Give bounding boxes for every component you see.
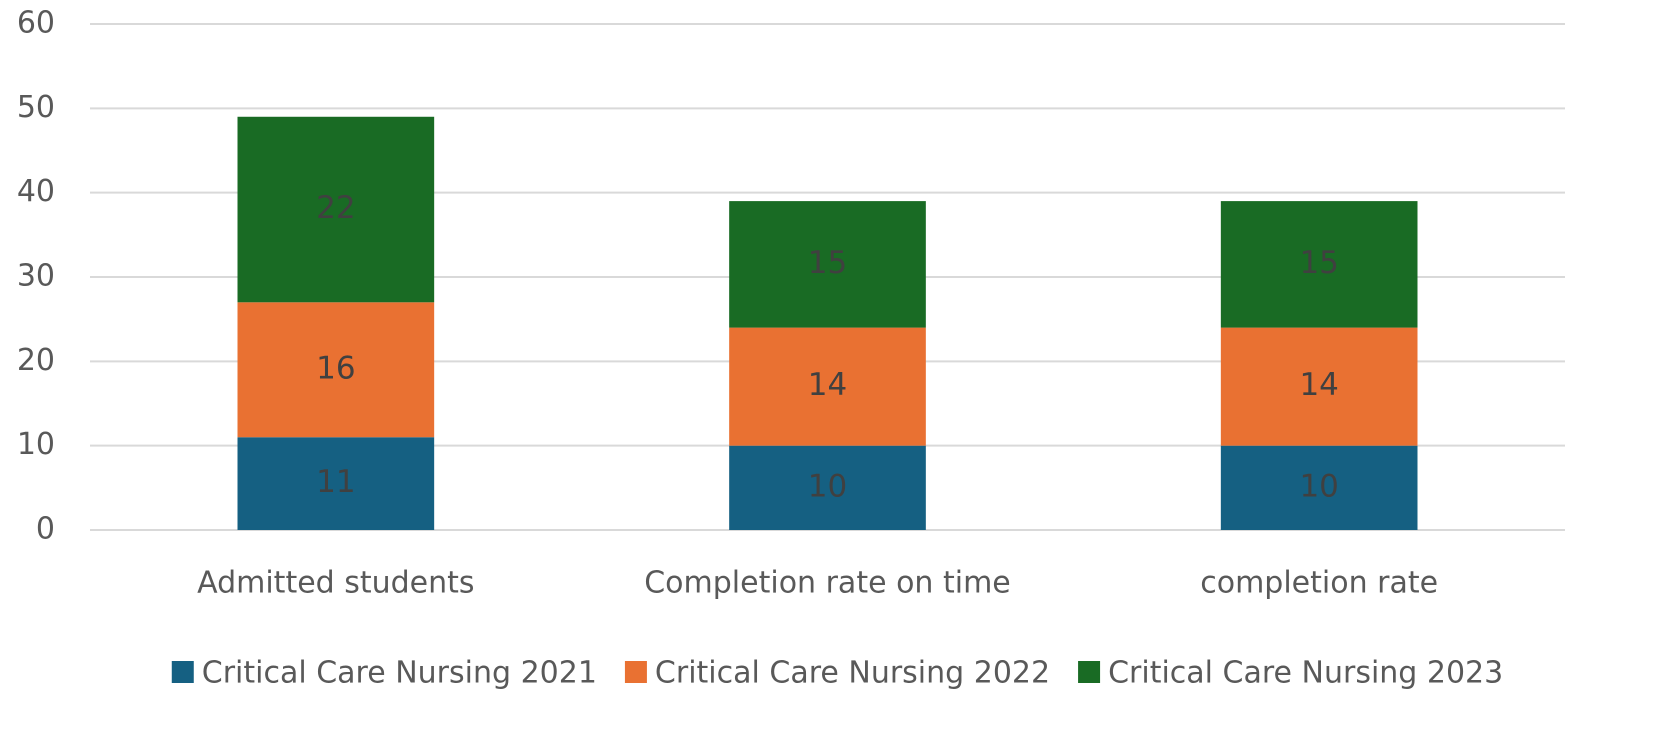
data-label: 22 <box>316 190 355 226</box>
bar-segment <box>237 437 435 530</box>
y-tick-label: 40 <box>17 174 55 209</box>
x-tick-label: Admitted students <box>197 566 474 601</box>
data-label: 15 <box>1299 245 1338 281</box>
bar-segment <box>237 302 435 438</box>
legend-label: Critical Care Nursing 2023 <box>1108 656 1503 691</box>
data-label: 14 <box>1299 367 1338 403</box>
bar-segment <box>1220 445 1418 530</box>
data-label: 14 <box>808 367 847 403</box>
y-tick-label: 50 <box>17 90 55 125</box>
bar-segment <box>1220 201 1418 328</box>
y-tick-label: 20 <box>17 343 55 378</box>
legend-swatch <box>624 661 647 683</box>
data-label: 11 <box>316 464 355 500</box>
bar-segment <box>729 445 926 530</box>
legend-swatch <box>171 661 194 683</box>
x-tick-label: completion rate <box>1200 566 1438 601</box>
legend-label: Critical Care Nursing 2022 <box>655 656 1050 691</box>
bar-segment <box>1220 327 1418 446</box>
data-label: 10 <box>1299 468 1338 504</box>
y-tick-label: 10 <box>17 427 55 462</box>
data-label: 16 <box>316 350 355 386</box>
y-tick-label: 0 <box>36 512 55 547</box>
bar-segment <box>729 327 926 446</box>
bar-segment <box>237 116 435 303</box>
data-label: 10 <box>808 468 847 504</box>
data-label: 15 <box>808 245 847 281</box>
legend-swatch <box>1078 661 1101 683</box>
bar-segment <box>729 201 926 328</box>
x-tick-label: Completion rate on time <box>644 566 1011 601</box>
y-tick-label: 60 <box>17 6 55 41</box>
y-tick-label: 30 <box>17 259 55 294</box>
legend-label: Critical Care Nursing 2021 <box>202 656 597 691</box>
